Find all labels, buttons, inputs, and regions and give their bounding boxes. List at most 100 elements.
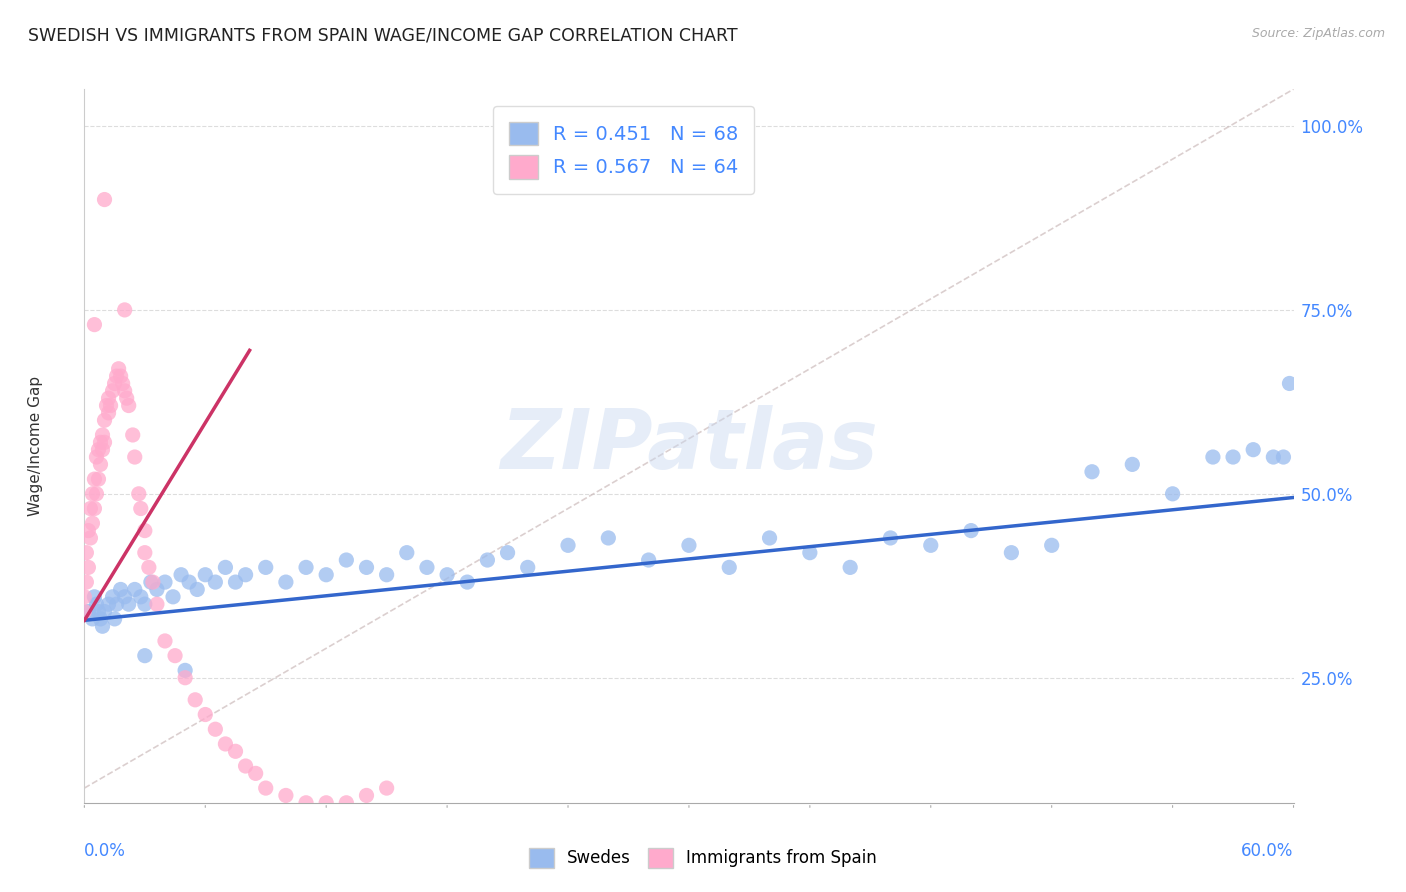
- Point: [75, 546, 97, 560]
- Point: [138, 560, 160, 574]
- Point: [879, 531, 901, 545]
- Point: [129, 501, 152, 516]
- Point: [89, 612, 111, 626]
- Point: [142, 575, 165, 590]
- Point: [105, 597, 128, 611]
- Point: [139, 575, 162, 590]
- Point: [129, 590, 152, 604]
- Point: [174, 664, 197, 678]
- Point: [134, 546, 156, 560]
- Point: [557, 538, 579, 552]
- Point: [101, 384, 124, 398]
- Point: [375, 567, 398, 582]
- Point: [799, 546, 821, 560]
- Point: [235, 567, 257, 582]
- Point: [184, 693, 207, 707]
- Point: [516, 560, 538, 574]
- Point: [134, 524, 156, 538]
- Point: [93, 605, 115, 619]
- Point: [104, 376, 127, 391]
- Point: [477, 553, 499, 567]
- Legend: Swedes, Immigrants from Spain: Swedes, Immigrants from Spain: [523, 841, 883, 875]
- Point: [114, 302, 136, 317]
- Point: [1222, 450, 1244, 464]
- Text: 60.0%: 60.0%: [1241, 842, 1294, 860]
- Text: Source: ZipAtlas.com: Source: ZipAtlas.com: [1251, 27, 1385, 40]
- Point: [179, 575, 201, 590]
- Point: [97, 406, 120, 420]
- Point: [73, 590, 96, 604]
- Point: [97, 391, 120, 405]
- Point: [186, 582, 208, 597]
- Point: [87, 442, 110, 457]
- Point: [89, 458, 111, 472]
- Point: [91, 428, 114, 442]
- Point: [214, 560, 236, 574]
- Point: [93, 193, 115, 207]
- Point: [82, 516, 104, 531]
- Point: [83, 501, 105, 516]
- Point: [105, 369, 128, 384]
- Point: [82, 612, 104, 626]
- Point: [146, 597, 169, 611]
- Point: [235, 759, 257, 773]
- Point: [245, 766, 267, 780]
- Point: [1081, 465, 1104, 479]
- Point: [1272, 450, 1295, 464]
- Point: [97, 597, 120, 611]
- Point: [124, 582, 146, 597]
- Point: [114, 590, 136, 604]
- Point: [456, 575, 478, 590]
- Point: [295, 560, 318, 574]
- Text: Wage/Income Gap: Wage/Income Gap: [28, 376, 44, 516]
- Point: [93, 435, 115, 450]
- Point: [678, 538, 700, 552]
- Point: [1040, 538, 1063, 552]
- Point: [165, 648, 187, 663]
- Point: [496, 546, 519, 560]
- Legend: R = 0.451   N = 68, R = 0.567   N = 64: R = 0.451 N = 68, R = 0.567 N = 64: [494, 106, 754, 194]
- Point: [1278, 376, 1301, 391]
- Point: [315, 567, 337, 582]
- Point: [79, 531, 101, 545]
- Point: [115, 391, 138, 405]
- Text: 0.0%: 0.0%: [84, 842, 127, 860]
- Point: [395, 546, 418, 560]
- Point: [1000, 546, 1022, 560]
- Point: [134, 648, 156, 663]
- Point: [118, 597, 141, 611]
- Point: [110, 369, 132, 384]
- Point: [114, 384, 136, 398]
- Point: [86, 487, 108, 501]
- Point: [96, 399, 118, 413]
- Point: [118, 399, 141, 413]
- Point: [91, 619, 114, 633]
- Point: [315, 796, 337, 810]
- Point: [104, 612, 127, 626]
- Text: SWEDISH VS IMMIGRANTS FROM SPAIN WAGE/INCOME GAP CORRELATION CHART: SWEDISH VS IMMIGRANTS FROM SPAIN WAGE/IN…: [28, 27, 738, 45]
- Point: [416, 560, 439, 574]
- Point: [75, 575, 97, 590]
- Point: [356, 560, 378, 574]
- Point: [204, 575, 226, 590]
- Point: [225, 575, 247, 590]
- Point: [77, 605, 100, 619]
- Point: [153, 634, 176, 648]
- Point: [110, 582, 132, 597]
- Point: [637, 553, 659, 567]
- Point: [375, 781, 398, 796]
- Point: [107, 361, 129, 376]
- Point: [73, 605, 96, 619]
- Point: [83, 318, 105, 332]
- Point: [79, 501, 101, 516]
- Point: [839, 560, 862, 574]
- Point: [1121, 458, 1143, 472]
- Point: [274, 575, 297, 590]
- Point: [225, 744, 247, 758]
- Point: [436, 567, 458, 582]
- Point: [598, 531, 620, 545]
- Point: [91, 442, 114, 457]
- Point: [86, 597, 108, 611]
- Point: [295, 796, 318, 810]
- Point: [1161, 487, 1184, 501]
